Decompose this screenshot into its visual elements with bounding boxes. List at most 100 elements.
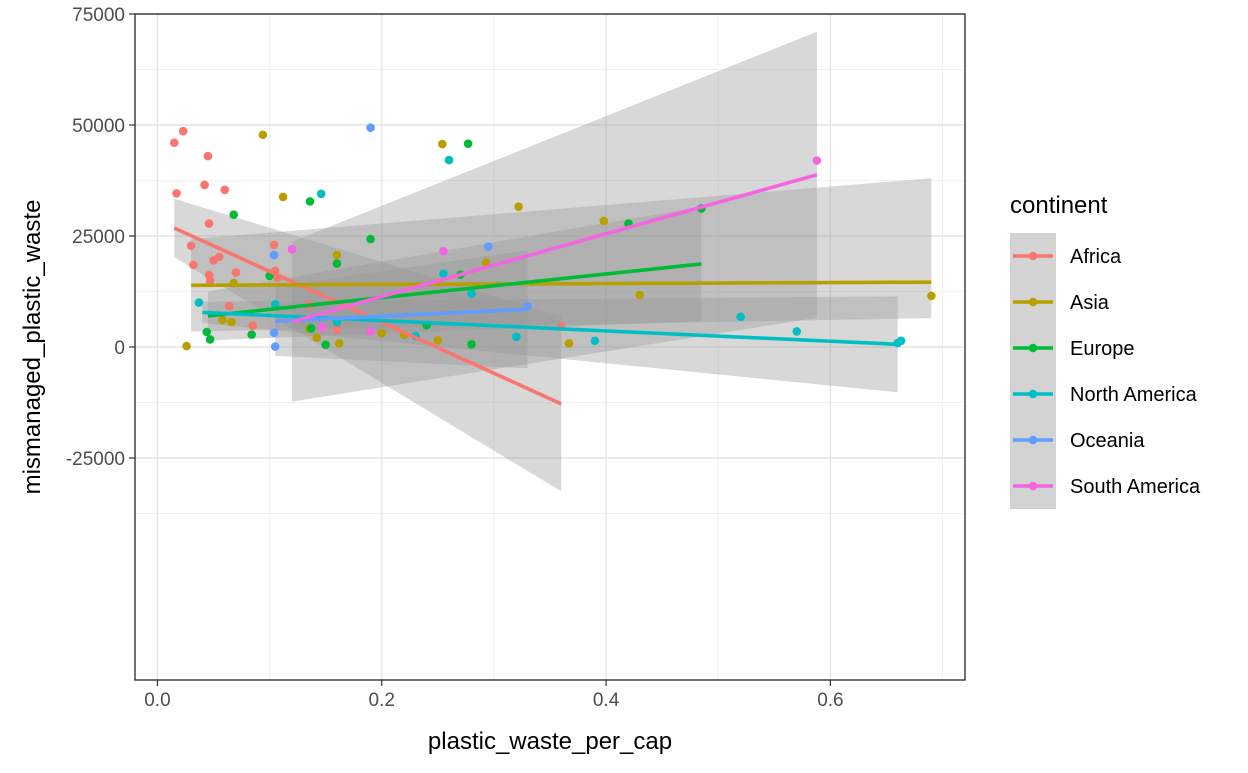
data-point-africa (205, 276, 215, 286)
data-point-north-america (512, 332, 521, 342)
data-point-asia (278, 192, 288, 202)
data-point-europe (247, 330, 256, 339)
data-point-oceania (366, 123, 375, 132)
data-point-asia (481, 258, 491, 267)
data-points (169, 123, 936, 351)
data-point-asia (258, 130, 268, 140)
legend-key-point-south-america (1028, 481, 1038, 491)
data-point-asia (312, 333, 322, 342)
legend-title: continent (1010, 192, 1108, 219)
legend-key-point-north-america (1028, 389, 1038, 399)
x-tick-label: 0.6 (817, 690, 843, 711)
data-point-africa (169, 138, 179, 148)
data-point-asia (182, 341, 191, 351)
data-point-asia (227, 317, 236, 327)
data-point-africa (186, 241, 196, 251)
fit-line-oceania (275, 307, 528, 324)
data-point-europe (202, 327, 212, 337)
data-point-oceania (269, 328, 279, 338)
grid-lines (135, 13, 965, 680)
data-point-europe (321, 340, 330, 350)
legend-label-europe: Europe (1070, 338, 1135, 360)
data-point-africa (224, 301, 234, 311)
confidence-band-oceania (275, 250, 528, 369)
data-point-africa (220, 185, 230, 195)
legend-key-point-asia (1028, 297, 1038, 307)
y-tick-label: 50000 (72, 116, 125, 137)
data-point-africa (204, 219, 214, 228)
y-tick-label: 75000 (72, 5, 125, 26)
legend-label-oceania: Oceania (1070, 430, 1145, 452)
axes: 0.0 0.2 0.4 0.6 -25000 0 25000 50000 75000 (66, 5, 844, 711)
data-point-europe (205, 335, 215, 344)
data-point-africa (269, 240, 279, 250)
data-point-north-america (896, 336, 906, 346)
fit-line-asia (191, 280, 932, 288)
data-point-africa (200, 180, 209, 190)
data-point-north-america (444, 155, 454, 165)
confidence-band-asia (191, 178, 932, 332)
data-point-oceania (269, 250, 279, 260)
data-point-europe (332, 259, 342, 268)
data-point-africa (231, 268, 241, 277)
x-axis-title: plastic_waste_per_cap (428, 728, 672, 755)
legend-label-south-america: South America (1070, 476, 1201, 498)
fit-line-europe (207, 262, 702, 318)
data-point-asia (433, 336, 443, 345)
data-point-north-america (194, 298, 204, 307)
data-point-north-america (792, 327, 802, 336)
data-point-north-america (439, 269, 448, 279)
x-tick-label: 0.4 (593, 690, 620, 711)
data-point-asia (564, 339, 574, 348)
legend-key-point-africa (1028, 251, 1038, 261)
data-point-africa (172, 189, 181, 198)
data-point-north-america (270, 300, 280, 309)
x-tick-label: 0.2 (369, 690, 395, 711)
data-point-africa (214, 252, 224, 262)
fit-lines (173, 172, 932, 406)
data-point-south-america (366, 327, 375, 336)
y-tick-label: 0 (114, 338, 125, 359)
data-point-south-america (318, 323, 327, 332)
data-point-asia (635, 290, 645, 300)
data-point-africa (332, 325, 342, 334)
data-point-africa (203, 151, 213, 161)
legend-label-africa: Africa (1070, 246, 1122, 268)
data-point-asia (599, 216, 609, 226)
fit-line-south-america (291, 172, 818, 324)
data-point-north-america (590, 336, 600, 346)
data-point-africa (248, 321, 258, 330)
legend: continent Africa Asia Europe North America O… (1010, 192, 1201, 509)
data-point-oceania (484, 242, 493, 251)
data-point-north-america (736, 312, 745, 322)
data-point-oceania (270, 342, 280, 351)
data-point-north-america (467, 289, 476, 299)
data-point-europe (305, 197, 315, 206)
data-point-asia (927, 291, 936, 301)
data-point-asia (514, 202, 523, 211)
data-point-south-america (287, 245, 297, 254)
data-point-europe (463, 139, 473, 148)
data-point-north-america (316, 189, 326, 199)
data-point-asia (377, 328, 387, 338)
data-point-europe (467, 340, 476, 349)
legend-label-asia: Asia (1070, 292, 1110, 314)
data-point-asia (334, 339, 344, 348)
confidence-band-south-america (292, 31, 817, 402)
y-axis-title: mismanaged_plastic_waste (19, 200, 46, 495)
legend-label-north-america: North America (1070, 384, 1198, 406)
y-tick-label: 25000 (72, 227, 125, 248)
data-point-africa (178, 126, 188, 136)
data-point-south-america (439, 246, 448, 256)
data-point-africa (189, 260, 198, 270)
legend-key-point-europe (1028, 343, 1038, 353)
data-point-europe (366, 234, 375, 244)
legend-key-point-oceania (1028, 435, 1038, 445)
data-point-asia (438, 139, 447, 149)
data-point-south-america (812, 156, 822, 165)
data-point-asia (218, 315, 227, 325)
x-tick-label: 0.0 (144, 690, 170, 711)
y-tick-label: -25000 (66, 449, 125, 470)
